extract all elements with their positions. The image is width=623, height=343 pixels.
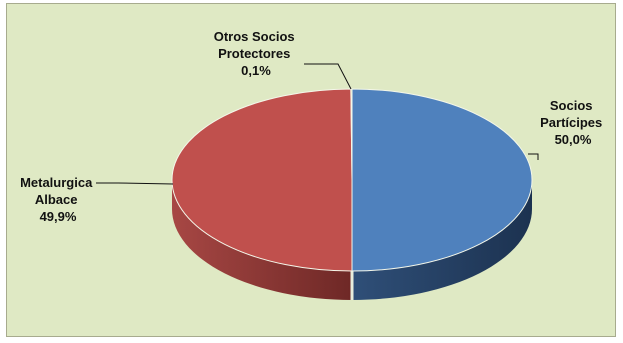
label-line: 0,1% <box>241 63 271 78</box>
pie-slice-socios-participes <box>351 88 533 272</box>
leader-lines <box>96 63 539 185</box>
pie-side-socios-participes <box>352 180 532 300</box>
pie-sides <box>172 180 532 300</box>
label-line: Albace <box>35 192 78 207</box>
slice-label-socios-participes: Socios Partícipes 50,0% <box>540 98 606 147</box>
pie-side-metalurgica-albace <box>172 180 352 300</box>
slice-label-otros-socios-protectores: Otros Socios Protectores 0,1% <box>214 29 299 78</box>
leader-line-otros-socios-protectores <box>304 63 352 90</box>
label-line: Otros Socios <box>214 29 295 44</box>
label-line: 50,0% <box>555 132 592 147</box>
pie-slice-metalurgica-albace <box>171 88 353 272</box>
slice-label-metalurgica-albace: Metalurgica Albace 49,9% <box>20 175 96 224</box>
pie-tops <box>171 88 533 272</box>
leader-line-metalurgica-albace <box>96 182 174 185</box>
label-line: Socios <box>550 98 593 113</box>
label-line: Partícipes <box>540 115 602 130</box>
leader-line-socios-participes <box>528 153 539 160</box>
label-line: Metalurgica <box>20 175 93 190</box>
label-line: Protectores <box>218 46 290 61</box>
label-line: 49,9% <box>40 209 77 224</box>
